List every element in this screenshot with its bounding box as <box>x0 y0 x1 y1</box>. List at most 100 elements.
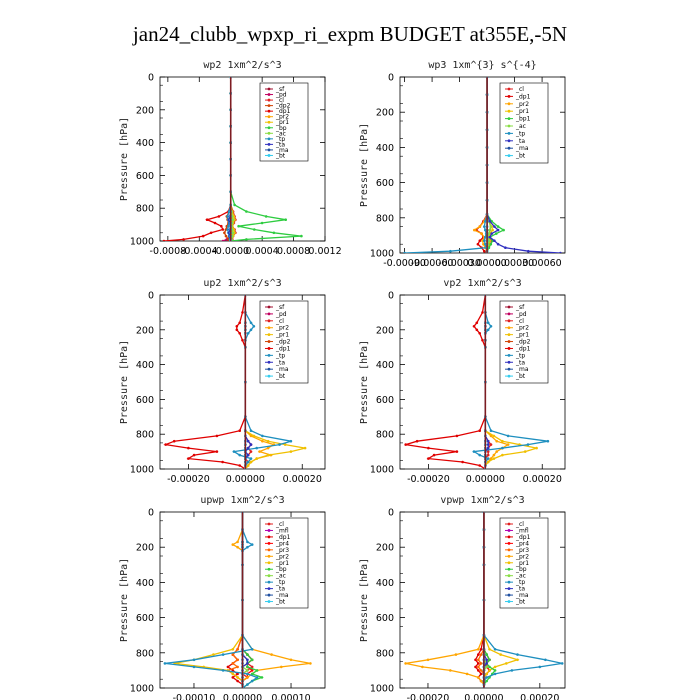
data-point_dp1 <box>461 460 464 464</box>
legend-label_cl: _cl <box>515 521 524 528</box>
data-point_pr3 <box>231 662 235 665</box>
y-tick-label: 0 <box>388 508 394 519</box>
legend-marker_cl <box>507 319 511 323</box>
panel-6: vpwp 1xm^2/s^3 0 200 400 600 800 1000 -0.00020 0… <box>359 495 566 700</box>
data-point_bp1 <box>487 246 491 249</box>
data-point_dp1 <box>231 676 235 679</box>
y-tick-label: 400 <box>376 143 394 154</box>
legend-marker_dp1 <box>507 535 511 539</box>
data-point_pr3 <box>231 653 235 656</box>
data-point_dp1 <box>477 662 480 665</box>
legend-label_cl: _cl <box>515 86 524 93</box>
panel-title: vp2 1xm^2/s^3 <box>443 278 521 289</box>
legend-marker_cl <box>267 319 271 323</box>
legend-label_pr1: _pr1 <box>275 332 289 339</box>
x-tick-label: -0.00060 <box>411 258 454 269</box>
data-point_ac <box>488 228 492 232</box>
data-point_dp1 <box>472 325 476 328</box>
data-point_dp1 <box>235 328 239 332</box>
data-point_pr2 <box>280 665 283 669</box>
data-point_ta <box>249 443 253 446</box>
data-point_ta <box>490 232 494 235</box>
y-axis-label: Pressure [hPa] <box>359 123 370 207</box>
data-point_dp1 <box>238 332 241 335</box>
data-point_dp1 <box>220 224 223 228</box>
y-tick-label: 200 <box>136 325 154 336</box>
legend-label_dp2: _dp2 <box>275 339 291 346</box>
legend-label_pd: _pd <box>515 311 527 318</box>
legend-marker_ac <box>507 574 511 578</box>
data-point_bp <box>488 658 491 662</box>
y-tick-label: 1000 <box>370 249 394 260</box>
data-point_tp <box>246 540 249 544</box>
legend: _sf_pd_cl_pr2_pr1_dp2_dp1_tp_ta_ma_bt <box>259 300 309 384</box>
data-point_tp <box>227 224 230 228</box>
data-point_pr1 <box>501 439 504 443</box>
legend-marker_sf <box>267 87 271 91</box>
legend-label_ma: _ma <box>515 145 529 152</box>
legend-label_pr3: _pr3 <box>275 547 289 554</box>
data-point_pr2 <box>506 443 510 446</box>
y-tick-label: 0 <box>148 73 154 84</box>
data-point_tp <box>192 665 196 669</box>
data-point_ta <box>246 662 249 665</box>
data-point_dp1 <box>238 464 241 467</box>
data-point_tp <box>163 662 167 665</box>
data-point_pr2 <box>426 658 430 662</box>
legend-label_mfl: _mfl <box>275 527 289 534</box>
data-point_ta <box>246 446 250 450</box>
data-point_ac <box>487 239 491 242</box>
data-point_tp <box>249 457 253 460</box>
legend-label_pr1: _pr1 <box>515 332 529 339</box>
legend-label_dp2: _dp2 <box>515 339 531 346</box>
plot-frame <box>159 76 326 242</box>
data-point_dp1 <box>213 221 217 225</box>
data-point_dp1 <box>238 321 241 325</box>
legend-label_dp1: _dp1 <box>515 345 531 352</box>
data-point_tp <box>486 457 490 460</box>
x-tick-label: 0.00020 <box>523 474 562 485</box>
data-point_tp <box>249 429 253 433</box>
data-point_dp2 <box>223 231 226 235</box>
plot-frame <box>399 76 566 254</box>
legend-label_bt: _bt <box>275 373 286 380</box>
data-point_dp1 <box>427 446 430 450</box>
data-point_pr1 <box>289 450 293 453</box>
data-point_pr1 <box>283 443 287 446</box>
legend-label_pr1: _pr1 <box>515 108 529 115</box>
y-axis-label: Pressure [hPa] <box>359 558 370 642</box>
legend-marker_sf <box>267 305 271 309</box>
data-point_dp1 <box>162 239 166 241</box>
x-tick-label: -0.00020 <box>407 474 450 485</box>
legend-label_tp: _tp <box>275 352 285 359</box>
data-point_dp1 <box>201 234 205 238</box>
data-point_tp <box>238 453 241 457</box>
data-point_ta <box>488 220 492 223</box>
legend-marker_pr2 <box>507 554 511 558</box>
x-tick-label: 0.00020 <box>520 693 559 700</box>
legend-label_bt: _bt <box>515 373 526 380</box>
data-point_pr2 <box>492 453 496 457</box>
x-tick-label: 0.00030 <box>495 258 534 269</box>
legend-marker_pr4 <box>267 541 271 545</box>
legend-marker_ta <box>507 360 511 364</box>
legend: _cl_mfl_dp1_pr4_pr3_pr2_pr1_bp_ac_tp_ta_… <box>259 517 309 609</box>
legend-marker_dp2 <box>267 104 271 108</box>
data-point_pr1 <box>249 460 253 464</box>
data-point_ta <box>488 235 492 239</box>
data-point_ac <box>489 225 493 228</box>
series-group <box>403 77 562 253</box>
legend-marker_pr2 <box>267 326 271 330</box>
data-point_pr1 <box>491 228 494 232</box>
data-point_pr2 <box>465 672 469 676</box>
legend-label_cl: _cl <box>275 521 284 528</box>
legend-marker_ac <box>507 124 511 128</box>
data-point_bp <box>253 228 256 231</box>
data-point_pr2 <box>479 679 483 683</box>
y-tick-label: 400 <box>376 360 394 371</box>
data-point_pr2 <box>289 658 293 662</box>
legend-marker_bt <box>507 154 511 158</box>
data-point_pr1 <box>488 648 491 651</box>
data-point_pr2 <box>421 665 424 669</box>
legend-marker_bt <box>267 374 271 378</box>
